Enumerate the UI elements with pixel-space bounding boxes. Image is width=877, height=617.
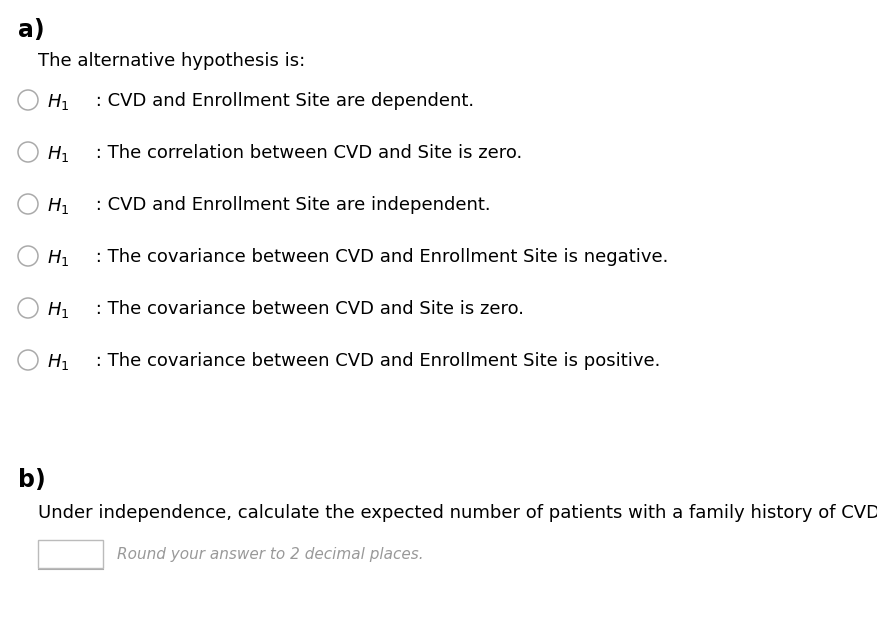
Text: : CVD and Enrollment Site are dependent.: : CVD and Enrollment Site are dependent.: [90, 92, 474, 110]
Text: $H_1$: $H_1$: [47, 196, 69, 216]
Text: $H_1$: $H_1$: [47, 248, 69, 268]
Circle shape: [18, 90, 38, 110]
Text: : CVD and Enrollment Site are independent.: : CVD and Enrollment Site are independen…: [90, 196, 490, 214]
Text: : The covariance between CVD and Enrollment Site is positive.: : The covariance between CVD and Enrollm…: [90, 352, 660, 370]
Text: The alternative hypothesis is:: The alternative hypothesis is:: [38, 52, 305, 70]
Text: : The covariance between CVD and Enrollment Site is negative.: : The covariance between CVD and Enrollm…: [90, 248, 668, 266]
Circle shape: [18, 194, 38, 214]
Text: b): b): [18, 468, 46, 492]
Text: Under independence, calculate the expected number of patients with a family hist: Under independence, calculate the expect…: [38, 504, 877, 522]
Circle shape: [18, 142, 38, 162]
Text: a): a): [18, 18, 45, 42]
Text: $H_1$: $H_1$: [47, 352, 69, 372]
Text: : The covariance between CVD and Site is zero.: : The covariance between CVD and Site is…: [90, 300, 524, 318]
Text: : The correlation between CVD and Site is zero.: : The correlation between CVD and Site i…: [90, 144, 522, 162]
Text: $H_1$: $H_1$: [47, 144, 69, 164]
Text: $H_1$: $H_1$: [47, 300, 69, 320]
Text: Round your answer to 2 decimal places.: Round your answer to 2 decimal places.: [117, 547, 424, 561]
Circle shape: [18, 298, 38, 318]
Circle shape: [18, 350, 38, 370]
Text: $H_1$: $H_1$: [47, 92, 69, 112]
Circle shape: [18, 246, 38, 266]
Bar: [38, 540, 103, 568]
